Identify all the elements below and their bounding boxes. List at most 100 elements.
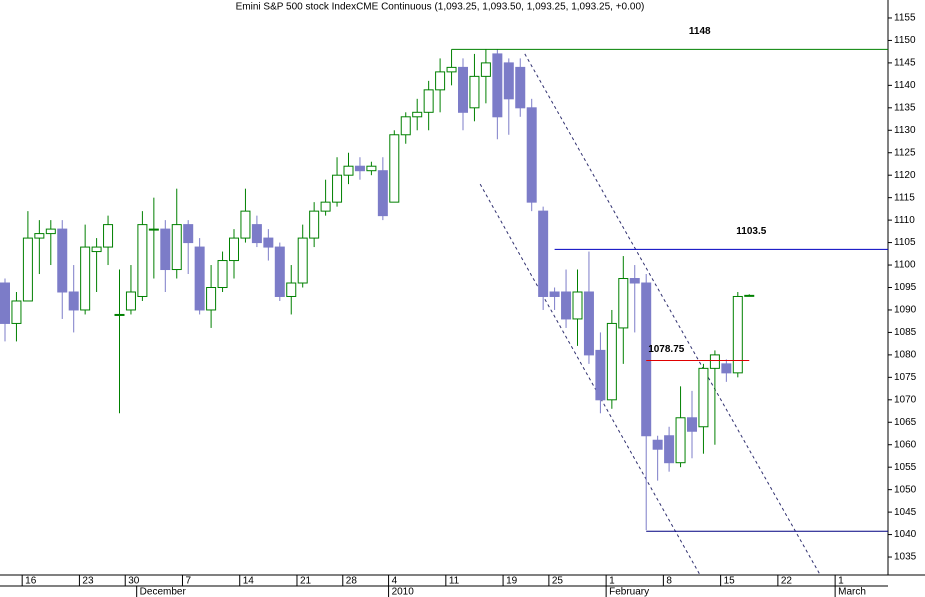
x-tick-label: 25 (552, 576, 564, 587)
candle-body (606, 322, 617, 401)
candle-body (171, 224, 182, 271)
candle-body (366, 165, 377, 172)
candle-body (412, 111, 423, 118)
candle-body (629, 278, 640, 284)
candle-body (57, 228, 68, 293)
candle-body (80, 246, 91, 311)
candle-body (721, 363, 732, 374)
candle-body (389, 134, 400, 203)
candle-body (206, 287, 217, 311)
y-tick-label: 1110 (894, 215, 915, 226)
candle-body (595, 349, 606, 401)
candle-body (274, 246, 285, 297)
month-label: 2010 (392, 587, 415, 597)
candle-body (698, 367, 709, 428)
candle-body (709, 354, 720, 369)
candle-body (515, 66, 526, 109)
x-tick-label: 8 (666, 576, 672, 587)
candle-body (91, 246, 102, 253)
candle-body (423, 89, 434, 113)
candle-body (664, 435, 675, 464)
candle-body (446, 66, 457, 73)
y-tick-label: 1120 (894, 170, 916, 181)
x-tick-label: 14 (243, 576, 255, 587)
y-tick-label: 1075 (894, 372, 917, 383)
candle-body (332, 174, 343, 203)
x-tick-label: 7 (185, 576, 191, 587)
candle-body (251, 224, 262, 244)
chart-title: Emini S&P 500 stock IndexCME Continuous … (236, 2, 645, 13)
candle-body (561, 291, 572, 320)
x-tick-label: 28 (346, 576, 358, 587)
candle-body (343, 165, 354, 176)
x-tick-label: 21 (300, 576, 312, 587)
x-tick-label: 30 (128, 576, 140, 587)
y-tick-label: 1135 (894, 102, 916, 113)
y-tick-label: 1070 (894, 394, 917, 405)
x-tick-label: 22 (781, 576, 793, 587)
candle-body (45, 228, 56, 235)
month-label: February (609, 587, 649, 597)
y-tick-label: 1115 (894, 192, 915, 203)
candle-body (125, 291, 136, 311)
x-tick-label: 19 (506, 576, 518, 587)
candle-body (583, 291, 594, 356)
x-tick-label: 11 (449, 576, 460, 587)
level-label: 1103.5 (736, 226, 766, 237)
y-tick-label: 1050 (894, 484, 917, 495)
candle-body (229, 237, 239, 262)
x-tick-label: 1 (838, 576, 844, 587)
y-tick-label: 1125 (894, 147, 916, 158)
candle-body (114, 313, 125, 316)
y-tick-label: 1090 (894, 305, 917, 316)
candle-body (194, 246, 205, 311)
candle-body (183, 224, 194, 244)
candle-body (458, 66, 468, 113)
month-label: March (838, 587, 866, 597)
candle-body (549, 291, 560, 297)
candle-body (572, 291, 583, 320)
candle-body (492, 53, 503, 118)
y-tick-label: 1045 (894, 507, 917, 518)
candle-body (641, 282, 652, 437)
candle-body (400, 116, 411, 136)
y-tick-label: 1100 (894, 260, 916, 271)
level-label: 1078.75 (648, 344, 685, 355)
candle-body (675, 417, 686, 464)
y-tick-label: 1080 (894, 350, 917, 361)
y-tick-label: 1145 (894, 58, 916, 69)
candle-body (538, 210, 549, 297)
level-label: 1148 (689, 26, 711, 37)
candle-body (503, 62, 514, 100)
candle-body (354, 165, 365, 172)
candle-body (732, 295, 743, 374)
y-tick-label: 1105 (894, 237, 916, 248)
trendline (524, 53, 821, 576)
y-tick-label: 1055 (894, 462, 917, 473)
candle-body (618, 278, 629, 329)
month-label: December (140, 587, 187, 597)
candle-body (11, 300, 22, 324)
candle-body (652, 439, 663, 450)
candle-body (0, 282, 10, 324)
y-tick-label: 1065 (894, 417, 917, 428)
y-tick-label: 1155 (894, 13, 916, 24)
candle-body (309, 210, 320, 239)
trendline (479, 183, 701, 576)
x-tick-label: 15 (724, 576, 736, 587)
candle-body (297, 237, 308, 284)
y-tick-label: 1130 (894, 125, 916, 136)
y-tick-label: 1040 (894, 529, 917, 540)
candle-body (22, 237, 33, 302)
candle-body (526, 107, 537, 203)
y-tick-label: 1140 (894, 80, 916, 91)
x-tick-label: 16 (25, 576, 37, 587)
candle-body (435, 71, 446, 91)
y-tick-label: 1060 (894, 439, 917, 450)
x-tick-label: 4 (392, 576, 398, 587)
candle-body (286, 282, 297, 297)
candle-body (240, 210, 251, 239)
candle-body (469, 75, 480, 109)
candle-body (744, 294, 755, 297)
